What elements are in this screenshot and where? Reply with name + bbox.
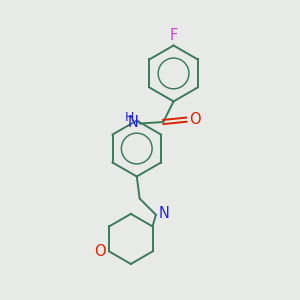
Text: H: H xyxy=(124,110,134,124)
Text: N: N xyxy=(158,206,169,221)
Text: O: O xyxy=(189,112,201,127)
Text: O: O xyxy=(94,244,105,259)
Text: F: F xyxy=(169,28,178,43)
Text: N: N xyxy=(128,115,139,130)
